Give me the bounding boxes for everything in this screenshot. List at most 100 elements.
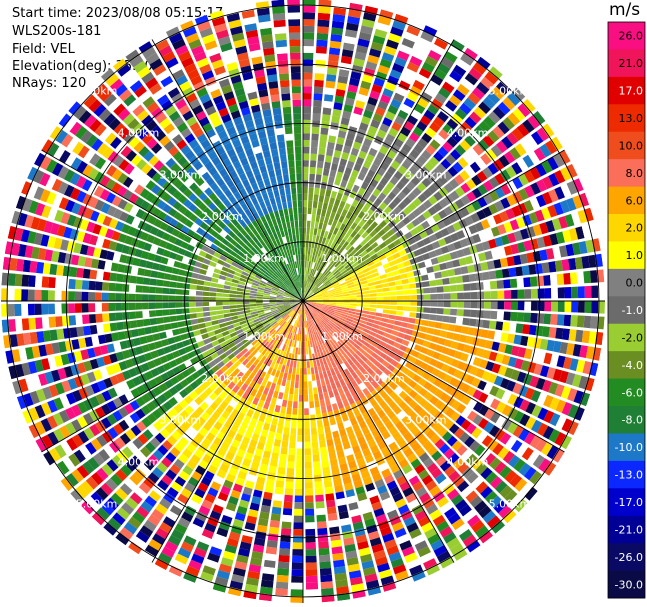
ppi-gate — [364, 271, 372, 277]
ppi-gate — [381, 282, 389, 288]
ppi-gate — [276, 574, 289, 583]
ppi-gate — [429, 358, 438, 367]
ppi-gate — [476, 170, 488, 183]
ppi-gate — [405, 265, 413, 273]
ppi-gate — [69, 266, 78, 278]
ppi-gate — [366, 184, 375, 194]
ppi-gate — [48, 303, 55, 315]
ppi-gate — [498, 155, 510, 168]
ppi-gate — [360, 250, 368, 257]
ppi-gate — [496, 81, 510, 95]
ppi-gate — [326, 67, 338, 76]
ppi-gate — [387, 220, 397, 229]
ppi-gate — [397, 109, 409, 120]
ppi-gate — [310, 227, 314, 235]
ppi-gate — [511, 87, 526, 102]
ppi-gate — [342, 309, 349, 313]
ppi-gate — [393, 92, 405, 103]
ppi-gate — [142, 310, 150, 318]
ppi-gate — [303, 106, 312, 114]
ppi-gate — [303, 301, 310, 303]
ppi-gate — [559, 370, 569, 384]
ppi-gate — [493, 259, 502, 269]
ppi-gate — [428, 250, 437, 259]
ppi-gate — [314, 481, 323, 489]
ppi-gate — [507, 393, 518, 406]
ppi-gate — [522, 324, 530, 335]
ppi-gate — [102, 313, 110, 322]
nrays-label: NRays: 120 — [12, 76, 87, 91]
ppi-gate — [56, 264, 64, 276]
ppi-gate — [416, 294, 424, 300]
ppi-gate — [405, 328, 414, 336]
ppi-gate — [547, 204, 558, 218]
ppi-gate — [457, 292, 465, 300]
ppi-gate — [379, 58, 392, 69]
ppi-gate — [305, 334, 308, 342]
ppi-gate — [262, 303, 270, 306]
ppi-gate — [412, 187, 422, 197]
ppi-gate — [293, 360, 297, 368]
ppi-gate — [334, 213, 341, 221]
ppi-gate — [315, 256, 320, 264]
ppi-gate — [316, 46, 327, 54]
ppi-gate — [336, 302, 344, 305]
ppi-gate — [320, 378, 326, 387]
ppi-gate — [405, 137, 416, 148]
ppi-gate — [249, 306, 257, 310]
ppi-gate — [447, 45, 462, 58]
ppi-gate — [74, 303, 82, 313]
ppi-gate — [363, 304, 370, 308]
ppi-gate — [315, 59, 326, 68]
ppi-gate — [313, 194, 319, 202]
ppi-gate — [155, 294, 163, 301]
ppi-gate — [390, 264, 399, 271]
ppi-gate — [388, 314, 396, 320]
ppi-gate — [285, 379, 291, 388]
ppi-gate — [581, 224, 592, 238]
ppi-gate — [311, 285, 317, 291]
ppi-gate — [223, 313, 231, 318]
ppi-gate — [435, 344, 444, 353]
ppi-gate — [483, 115, 496, 129]
ppi-gate — [374, 197, 383, 207]
ppi-gate — [435, 315, 444, 322]
ppi-gate — [340, 313, 348, 318]
ppi-gate — [283, 427, 290, 435]
ppi-gate — [361, 231, 369, 239]
ppi-gate — [321, 307, 329, 311]
ppi-gate — [549, 397, 560, 411]
ppi-gate — [449, 316, 457, 324]
ppi-gate — [476, 56, 491, 70]
ppi-gate — [475, 157, 487, 169]
ppi-gate — [95, 281, 103, 291]
ppi-gate — [372, 35, 386, 45]
ppi-gate — [236, 294, 243, 298]
ppi-gate — [412, 197, 422, 207]
ppi-gate — [209, 292, 217, 297]
ppi-gate — [555, 415, 567, 430]
ppi-gate — [341, 151, 350, 161]
ppi-gate — [190, 318, 198, 325]
ppi-gate — [338, 69, 350, 78]
ppi-gate — [445, 75, 459, 88]
ppi-gate — [311, 126, 320, 134]
ppi-gate — [350, 213, 357, 222]
ppi-gate — [354, 51, 367, 61]
ppi-gate — [506, 380, 516, 392]
ppi-gate — [322, 107, 332, 116]
ppi-gate — [342, 110, 352, 119]
ppi-gate — [376, 329, 385, 336]
ppi-gate — [512, 176, 524, 190]
ppi-gate — [450, 301, 458, 308]
ppi-gate — [350, 248, 358, 256]
ppi-gate — [141, 294, 149, 301]
ppi-gate — [7, 304, 15, 317]
ppi-gate — [326, 404, 333, 413]
ppi-gate — [310, 220, 315, 228]
ppi-gate — [155, 287, 163, 294]
ppi-gate — [322, 168, 330, 176]
ppi-gate — [566, 343, 575, 356]
ppi-gate — [409, 227, 419, 237]
ppi-gate — [289, 441, 296, 449]
